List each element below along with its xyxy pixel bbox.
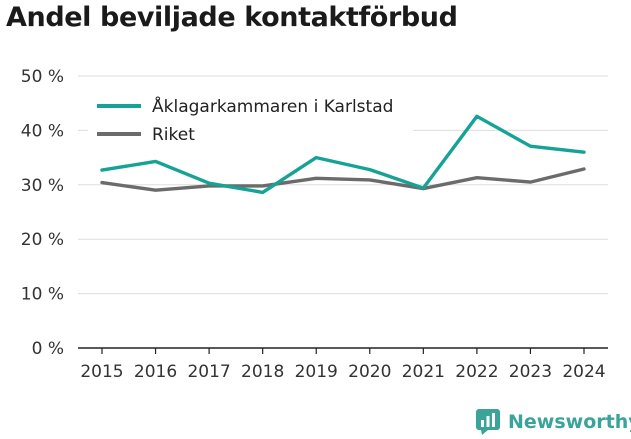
x-tick-label: 2022 [455, 362, 498, 382]
series-line-riket [100, 167, 586, 192]
y-tick-label: 40 % [21, 121, 64, 141]
brand-name: Newsworthy [508, 411, 631, 433]
grid-lines [78, 75, 608, 349]
x-tick-label: 2024 [562, 362, 605, 382]
legend: Åklagarkammaren i Karlstad Riket [88, 90, 413, 150]
newsworthy-logo-icon [476, 409, 500, 435]
chart-title: Andel beviljade kontaktförbud [6, 2, 458, 33]
newsworthy-brand: Newsworthy [476, 409, 631, 435]
y-tick-label: 30 % [21, 176, 64, 196]
x-tick-label: 2019 [295, 362, 338, 382]
x-tick-label: 2023 [509, 362, 552, 382]
x-tick-label: 2020 [348, 362, 391, 382]
y-tick-label: 50 % [21, 67, 64, 87]
legend-label: Åklagarkammaren i Karlstad [152, 95, 393, 117]
x-tick-label: 2018 [241, 362, 284, 382]
y-tick-label: 20 % [21, 230, 64, 250]
legend-background [88, 90, 413, 150]
x-tick-label: 2021 [402, 362, 445, 382]
y-tick-label: 10 % [21, 285, 64, 305]
x-axis-tick-labels: 2015 2016 2017 2018 2019 2020 2021 2022 2023 2024 [80, 348, 606, 382]
series-lines [100, 114, 586, 195]
series-line-karlstad [100, 114, 586, 195]
x-tick-label: 2017 [187, 362, 230, 382]
x-tick-label: 2016 [134, 362, 177, 382]
y-tick-label: 0 % [32, 339, 64, 359]
y-axis-tick-labels: 0 % 10 % 20 % 30 % 40 % 50 % [21, 67, 64, 359]
x-tick-label: 2015 [80, 362, 123, 382]
legend-label: Riket [152, 125, 195, 145]
